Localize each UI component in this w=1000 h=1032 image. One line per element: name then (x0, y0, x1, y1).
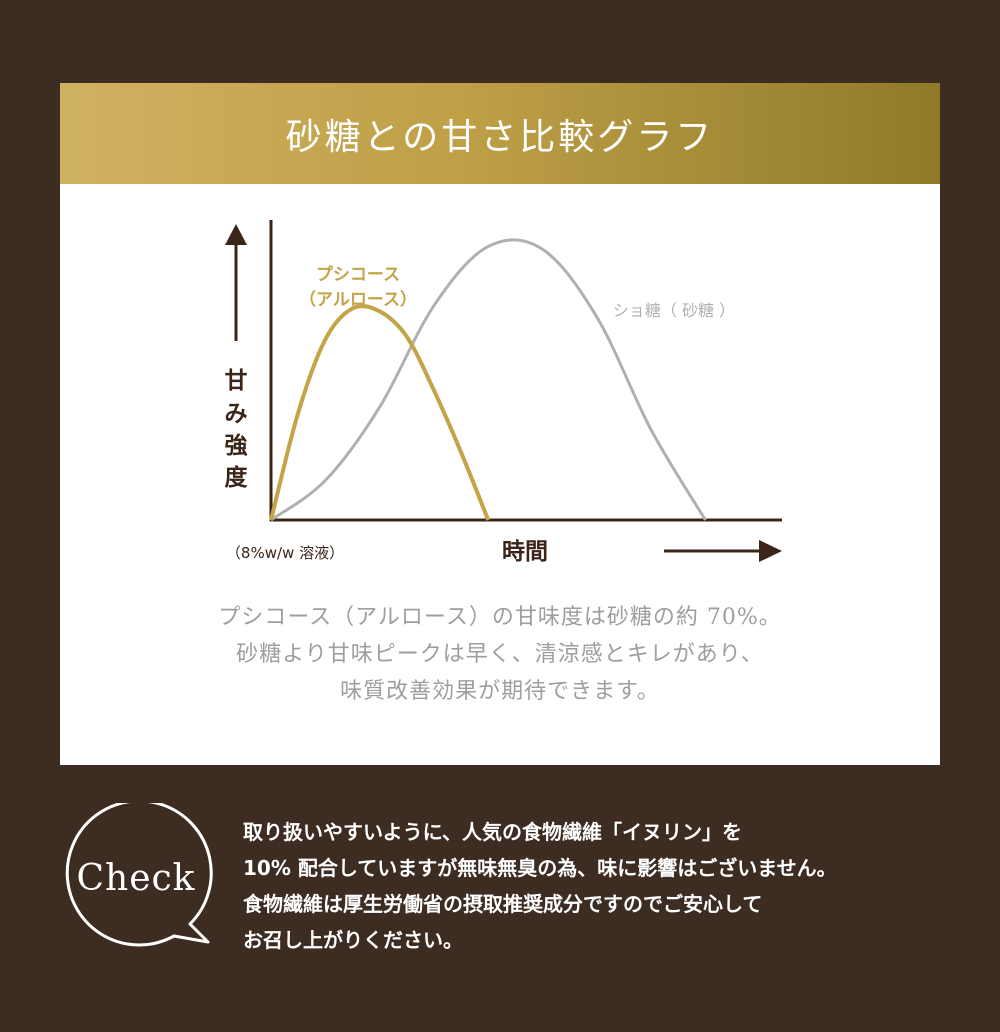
description-line: 砂糖より甘味ピークは早く、清涼感とキレがあり、 (236, 642, 764, 667)
note-line: お召し上がりください。 (243, 928, 463, 952)
y-axis-label-char: み (225, 401, 248, 427)
description-line: 味質改善効果が期待できます。 (340, 679, 660, 704)
description-line: プシコース（アルロース）の甘味度は砂糖の約 70%。 (218, 605, 782, 630)
comparison-card: 砂糖との甘さ比較グラフ 甘 み 強 度 時間 （8%w/w 溶液） プシコース … (60, 83, 940, 765)
check-note: 取り扱いやすいように、人気の食物繊維「イヌリン」を 10% 配合していますが無味… (243, 814, 963, 958)
chart-description: プシコース（アルロース）の甘味度は砂糖の約 70%。 砂糖より甘味ピークは早く、… (60, 599, 940, 710)
y-axis-label-char: 甘 (225, 368, 248, 394)
series-curve-sucrose (270, 238, 707, 522)
y-arrow-head-icon (225, 224, 247, 245)
y-axis-label-char: 度 (225, 464, 249, 491)
sweetness-chart: 甘 み 強 度 時間 （8%w/w 溶液） プシコース （アルロース） ショ糖（… (225, 220, 782, 565)
note-line: 10% 配合していますが無味無臭の為、味に影響はございません。 (243, 856, 837, 880)
speech-bubble-icon (65, 803, 213, 947)
note-line: 食物繊維は厚生労働省の摂取推奨成分ですのでご安心して (243, 892, 763, 916)
concentration-note: （8%w/w 溶液） (226, 544, 344, 562)
y-axis-label-char: 強 (225, 433, 248, 459)
card-header: 砂糖との甘さ比較グラフ (60, 83, 940, 184)
x-axis-label: 時間 (502, 539, 548, 565)
series-curve-psicose (269, 304, 491, 521)
series-label-psicose: （アルロース） (299, 289, 417, 310)
check-badge: Check (76, 857, 196, 899)
card-title: 砂糖との甘さ比較グラフ (285, 116, 715, 158)
note-line: 取り扱いやすいように、人気の食物繊維「イヌリン」を (243, 820, 742, 844)
series-label-sucrose: ショ糖（ 砂糖 ） (613, 301, 735, 320)
x-arrow-head-icon (759, 540, 782, 562)
series-label-psicose: プシコース (316, 264, 400, 285)
